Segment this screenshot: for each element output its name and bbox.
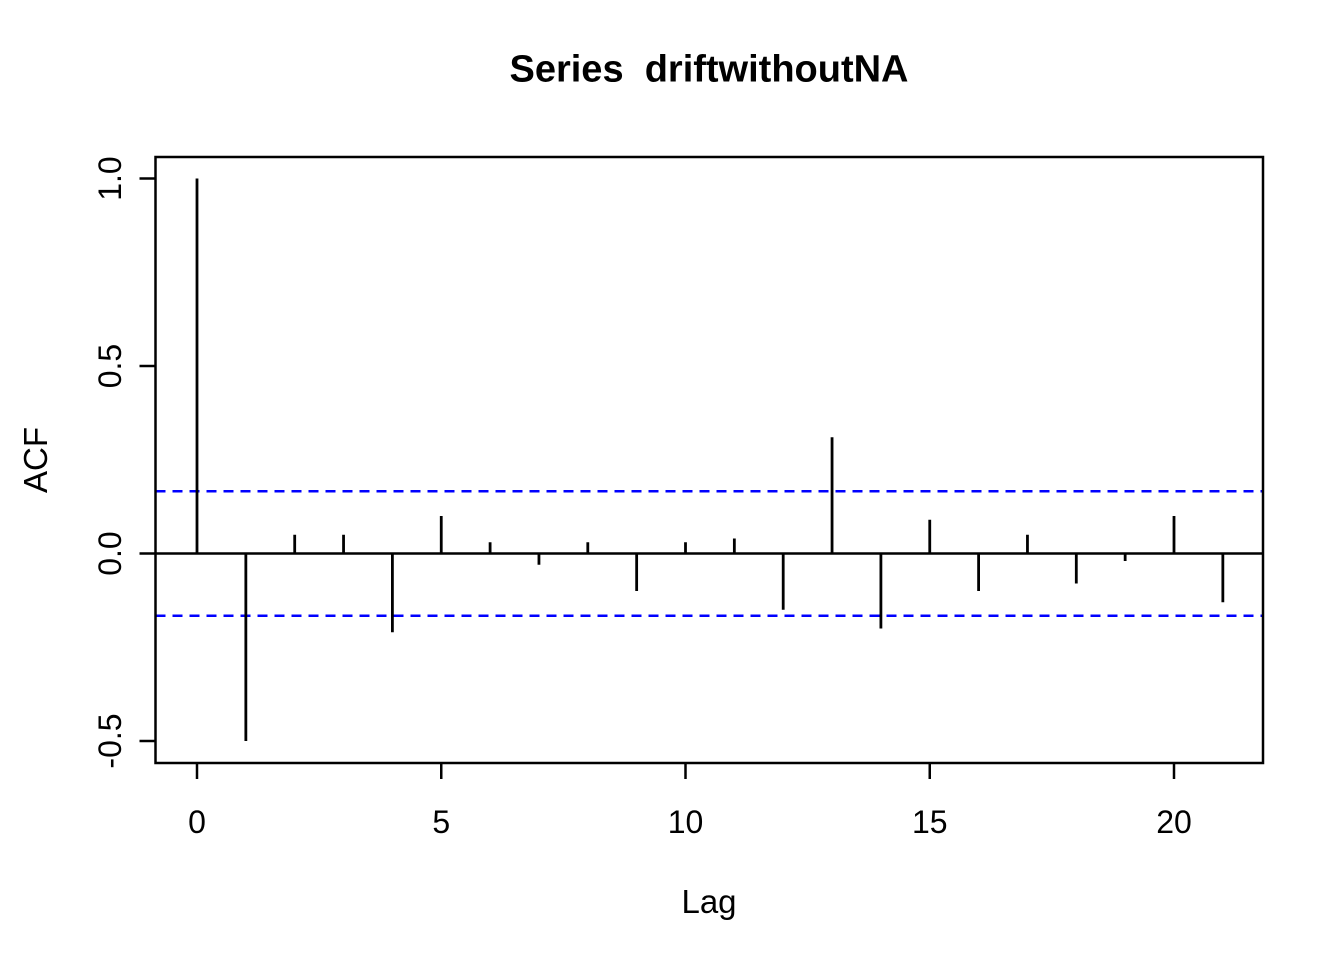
x-axis-tick-label: 10 xyxy=(668,804,704,840)
y-axis-tick-label: 1.0 xyxy=(92,156,128,200)
plot-border xyxy=(154,155,1265,765)
x-axis-tick-label: 15 xyxy=(912,804,948,840)
y-axis-tick-label: 0.5 xyxy=(92,344,128,388)
y-axis-tick-label: -0.5 xyxy=(92,713,128,768)
x-axis-tick-label: 5 xyxy=(432,804,450,840)
y-axis-tick-label: 0.0 xyxy=(92,531,128,575)
chart-title: Series driftwithoutNA xyxy=(509,48,909,91)
x-axis-tick-label: 0 xyxy=(188,804,206,840)
x-axis-tick-label: 20 xyxy=(1156,804,1192,840)
x-axis-label: Lag xyxy=(681,883,737,920)
y-axis-label: ACF xyxy=(17,427,54,493)
